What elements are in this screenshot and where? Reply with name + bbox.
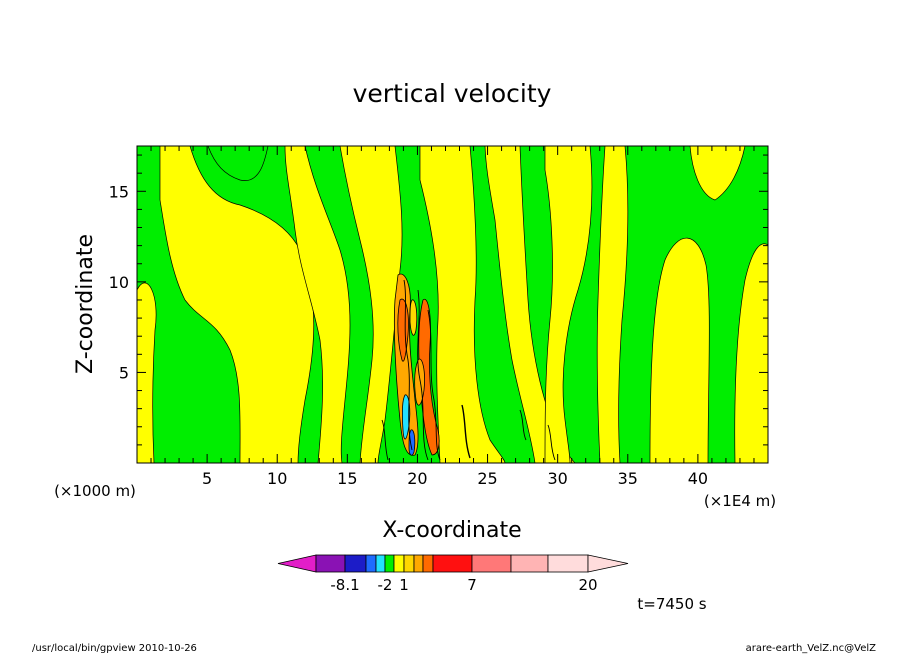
x-unit-left: (×1000 m) <box>54 482 136 500</box>
x-tick-label: 20 <box>407 469 427 488</box>
colorbar-bin <box>547 554 589 573</box>
contour-fill-layer <box>137 146 768 463</box>
contour-line <box>403 279 413 451</box>
colorbar-bin <box>422 554 434 573</box>
colorbar-bin <box>413 554 424 573</box>
colorbar-label: 20 <box>578 576 597 594</box>
y-tick-label: 5 <box>119 363 129 382</box>
contour-region <box>649 237 710 463</box>
y-axis: 5 10 15 <box>109 154 768 446</box>
y-tick-label: 15 <box>109 182 129 201</box>
contour-region <box>734 243 768 463</box>
contour-line <box>519 409 527 441</box>
contour-region <box>207 146 269 181</box>
colorbar: -8.1 -2 1 7 20 <box>277 554 629 594</box>
contour-region <box>419 146 506 463</box>
x-tick-label: 10 <box>267 469 287 488</box>
colorbar-bin <box>510 554 549 573</box>
contour-line <box>427 309 441 461</box>
contour-region <box>408 429 416 456</box>
colorbar-bin <box>365 554 377 573</box>
chart-title: vertical velocity <box>353 79 552 108</box>
x-tick-label: 40 <box>688 469 708 488</box>
footer-path: /usr/local/bin/gpview 2010-10-26 <box>32 643 197 654</box>
x-axis-label: X-coordinate <box>382 518 521 543</box>
contour-region <box>596 146 629 463</box>
colorbar-bin <box>471 554 512 573</box>
plot-frame <box>136 145 769 464</box>
colorbar-bin <box>344 554 367 573</box>
contour-region <box>284 146 351 463</box>
x-tick-label: 30 <box>547 469 567 488</box>
colorbar-bin <box>403 554 415 573</box>
x-axis: 5 10 15 20 25 30 35 40 <box>150 146 755 488</box>
x-tick-label: 25 <box>477 469 497 488</box>
colorbar-label: -8.1 <box>330 576 359 594</box>
x-unit-right: (×1E4 m) <box>704 492 776 510</box>
contour-line <box>381 419 389 461</box>
x-tick-label: 15 <box>337 469 357 488</box>
y-tick-label: 10 <box>109 273 129 292</box>
colorbar-bin <box>432 554 473 573</box>
colorbar-max-arrow <box>587 554 629 573</box>
x-tick-label: 35 <box>618 469 638 488</box>
contour-region <box>339 146 403 463</box>
colorbar-min-arrow <box>277 554 317 573</box>
contour-plot-area <box>136 145 769 464</box>
x-tick-label: 5 <box>202 469 212 488</box>
colorbar-label: -2 <box>378 576 393 594</box>
colorbar-bin <box>384 554 395 573</box>
contour-region <box>544 146 593 463</box>
colorbar-bin <box>375 554 386 573</box>
colorbar-label: 7 <box>467 576 477 594</box>
contour-region <box>159 146 315 463</box>
contour-region <box>137 282 157 463</box>
contour-line <box>547 424 556 461</box>
contour-region <box>689 146 746 201</box>
footer-file: arare-earth_VelZ.nc@VelZ <box>746 643 877 654</box>
colorbar-label: 1 <box>399 576 409 594</box>
contour-line <box>461 404 471 459</box>
contour-line <box>417 289 429 461</box>
y-axis-label: Z-coordinate <box>73 234 98 374</box>
colorbar-bin <box>393 554 405 573</box>
time-label: t=7450 s <box>637 595 706 613</box>
colorbar-bin <box>315 554 346 573</box>
contour-region <box>409 299 418 336</box>
